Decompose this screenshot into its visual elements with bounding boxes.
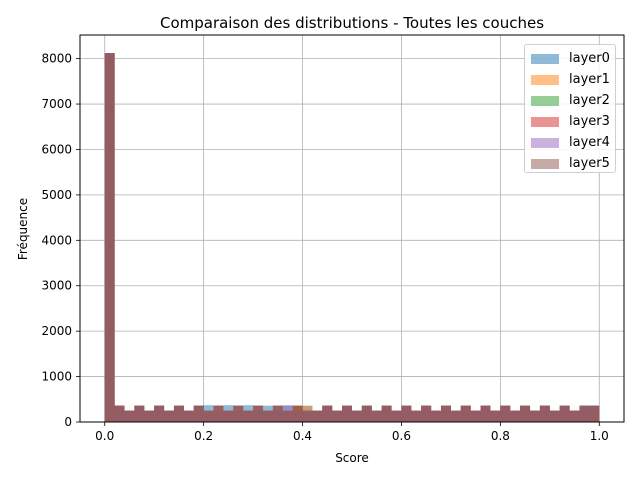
plot-frame xyxy=(79,34,625,423)
y-axis-ticks: 0 1000 2000 3000 4000 5000 6000 7000 8000 xyxy=(41,52,80,429)
histogram-bar xyxy=(154,405,165,422)
legend-label: layer3 xyxy=(569,114,610,129)
histogram-bar xyxy=(401,405,412,422)
histogram-bar xyxy=(460,405,471,422)
histogram-bar xyxy=(203,410,214,422)
x-axis-label: Score xyxy=(335,451,369,465)
legend-swatch xyxy=(531,137,559,148)
histogram-bar xyxy=(381,405,392,422)
histogram-bar xyxy=(213,405,224,422)
histogram-bar xyxy=(262,410,273,422)
legend-item: layer0 xyxy=(525,48,615,69)
histogram-bar xyxy=(223,410,234,422)
histogram-bar xyxy=(579,405,590,422)
bars-layer xyxy=(104,53,600,423)
histogram-bar xyxy=(411,410,422,422)
y-tick-label: 0 xyxy=(64,415,72,429)
x-axis-ticks: 0.0 0.2 0.4 0.6 0.8 1.0 xyxy=(95,422,609,443)
legend-swatch xyxy=(531,53,559,64)
legend-item: layer1 xyxy=(525,69,615,90)
histogram-bar xyxy=(144,410,155,422)
y-tick-label: 3000 xyxy=(41,279,72,293)
histogram-bar xyxy=(539,405,550,422)
legend-label: layer5 xyxy=(569,156,610,171)
legend-swatch xyxy=(531,116,559,127)
chart-title: Comparaison des distributions - Toutes l… xyxy=(160,14,544,32)
legend-label: layer0 xyxy=(569,51,610,66)
histogram-bar xyxy=(361,405,372,422)
histogram-bar xyxy=(302,410,313,422)
histogram-bar xyxy=(510,410,521,422)
x-tick-label: 1.0 xyxy=(590,429,609,443)
legend-label: layer4 xyxy=(569,135,610,150)
histogram-bar xyxy=(441,405,451,422)
x-tick-label: 0.6 xyxy=(392,429,411,443)
y-tick-label: 6000 xyxy=(41,142,72,156)
x-tick-label: 0.8 xyxy=(491,429,510,443)
histogram-bar xyxy=(233,405,244,422)
series-layer5 xyxy=(104,53,600,423)
histogram-bar xyxy=(173,405,184,422)
histogram-bar xyxy=(124,410,135,422)
y-tick-label: 1000 xyxy=(41,370,72,384)
histogram-bar xyxy=(312,410,323,422)
x-tick-label: 0.2 xyxy=(194,429,213,443)
histogram-bar xyxy=(559,405,570,422)
histogram-bar xyxy=(134,405,145,422)
x-tick-label: 0.0 xyxy=(95,429,114,443)
legend-item: layer3 xyxy=(525,111,615,132)
histogram-bar xyxy=(292,405,303,422)
legend-swatch xyxy=(531,95,559,106)
y-axis-label: Fréquence xyxy=(16,198,30,260)
histogram-bar xyxy=(272,405,283,422)
histogram-bar xyxy=(282,410,293,422)
histogram-bar xyxy=(500,405,511,422)
grid-layer xyxy=(80,35,624,423)
y-tick-label: 8000 xyxy=(41,52,72,66)
histogram-bar xyxy=(164,410,174,422)
y-tick-label: 7000 xyxy=(41,97,72,111)
histogram-bar xyxy=(352,410,362,422)
y-tick-label: 5000 xyxy=(41,188,72,202)
x-tick-label: 0.4 xyxy=(293,429,312,443)
histogram-bar xyxy=(371,410,382,422)
legend-swatch xyxy=(531,74,559,85)
y-tick-label: 2000 xyxy=(41,324,72,338)
histogram-bar xyxy=(332,410,343,422)
histogram-bar xyxy=(490,410,501,422)
histogram-bar xyxy=(193,405,204,422)
histogram-bar xyxy=(391,410,402,422)
histogram-bar xyxy=(243,410,254,422)
histogram-bar xyxy=(480,405,491,422)
legend-label: layer1 xyxy=(569,72,610,87)
histogram-bar xyxy=(530,410,540,422)
histogram-bar xyxy=(322,405,333,422)
legend-item: layer5 xyxy=(525,153,615,174)
histogram-bar xyxy=(253,405,263,422)
legend-item: layer2 xyxy=(525,90,615,111)
histogram-bar xyxy=(421,405,432,422)
histogram-bar xyxy=(520,405,531,422)
histogram-bar xyxy=(104,53,115,423)
histogram-bar xyxy=(431,410,442,422)
histogram-bar xyxy=(569,410,580,422)
histogram-bar xyxy=(342,405,352,422)
legend-swatch xyxy=(531,158,559,169)
legend-item: layer4 xyxy=(525,132,615,153)
histogram-bar xyxy=(549,410,560,422)
histogram-bar xyxy=(450,410,461,422)
histogram-bar xyxy=(589,405,600,422)
histogram-bar xyxy=(470,410,481,422)
histogram-bar xyxy=(114,405,125,422)
y-tick-label: 4000 xyxy=(41,233,72,247)
histogram-bar xyxy=(183,410,194,422)
legend: layer0 layer1 layer2 layer3 layer4 layer5 xyxy=(524,44,616,173)
legend-label: layer2 xyxy=(569,93,610,108)
